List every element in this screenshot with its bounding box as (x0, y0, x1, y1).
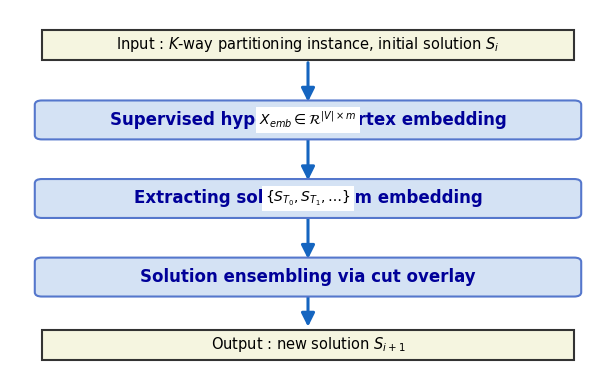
Text: Supervised hypergraph vertex embedding: Supervised hypergraph vertex embedding (110, 111, 506, 129)
Text: $X_{emb} \in \mathcal{R}^{|V| \times m}$: $X_{emb} \in \mathcal{R}^{|V| \times m}$ (259, 110, 357, 130)
Text: Input : $K$-way partitioning instance, initial solution $S_i$: Input : $K$-way partitioning instance, i… (116, 35, 500, 54)
FancyBboxPatch shape (42, 330, 574, 360)
Text: Extracting solutions from embedding: Extracting solutions from embedding (134, 189, 482, 208)
Text: $\{ S_{T_0}, S_{T_1}, \ldots \}$: $\{ S_{T_0}, S_{T_1}, \ldots \}$ (265, 189, 351, 208)
Text: Solution ensembling via cut overlay: Solution ensembling via cut overlay (140, 268, 476, 286)
FancyBboxPatch shape (34, 179, 582, 218)
Text: Output : new solution $S_{i+1}$: Output : new solution $S_{i+1}$ (211, 336, 405, 355)
FancyBboxPatch shape (34, 257, 582, 296)
FancyBboxPatch shape (34, 100, 582, 140)
FancyBboxPatch shape (42, 30, 574, 60)
